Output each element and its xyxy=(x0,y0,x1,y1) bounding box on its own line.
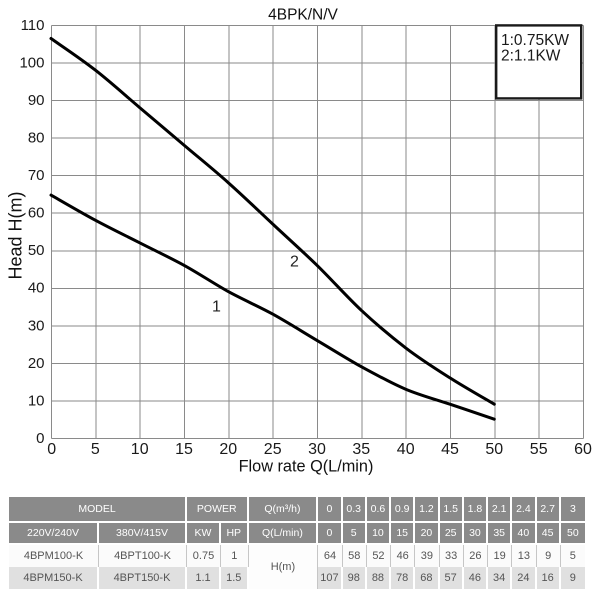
svg-text:15: 15 xyxy=(175,441,193,458)
svg-text:1:0.75KW: 1:0.75KW xyxy=(501,32,569,49)
svg-text:Flow rate Q(L/min): Flow rate Q(L/min) xyxy=(239,458,374,476)
svg-text:90: 90 xyxy=(28,92,45,109)
svg-text:60: 60 xyxy=(574,441,592,458)
svg-text:60: 60 xyxy=(28,205,45,222)
svg-text:30: 30 xyxy=(308,441,326,458)
svg-text:0: 0 xyxy=(36,430,44,447)
svg-text:45: 45 xyxy=(441,441,459,458)
svg-text:50: 50 xyxy=(28,242,45,259)
svg-text:2:1.1KW: 2:1.1KW xyxy=(501,47,561,64)
svg-text:40: 40 xyxy=(397,441,415,458)
svg-text:1: 1 xyxy=(212,299,221,316)
svg-text:30: 30 xyxy=(28,317,45,334)
svg-text:0: 0 xyxy=(47,441,56,458)
svg-text:4BPK/N/V: 4BPK/N/V xyxy=(268,7,338,24)
svg-text:55: 55 xyxy=(530,441,548,458)
svg-text:20: 20 xyxy=(28,355,45,372)
svg-text:Head H(m): Head H(m) xyxy=(6,191,26,279)
svg-text:2: 2 xyxy=(290,254,299,271)
svg-text:110: 110 xyxy=(21,17,45,34)
svg-text:40: 40 xyxy=(28,280,45,297)
svg-text:80: 80 xyxy=(28,130,45,147)
svg-text:25: 25 xyxy=(264,441,282,458)
svg-text:10: 10 xyxy=(28,392,45,409)
svg-text:5: 5 xyxy=(91,441,100,458)
svg-text:35: 35 xyxy=(352,441,370,458)
svg-text:10: 10 xyxy=(131,441,149,458)
svg-text:70: 70 xyxy=(28,167,45,184)
svg-text:50: 50 xyxy=(485,441,503,458)
svg-text:100: 100 xyxy=(19,54,44,71)
svg-text:20: 20 xyxy=(219,441,237,458)
